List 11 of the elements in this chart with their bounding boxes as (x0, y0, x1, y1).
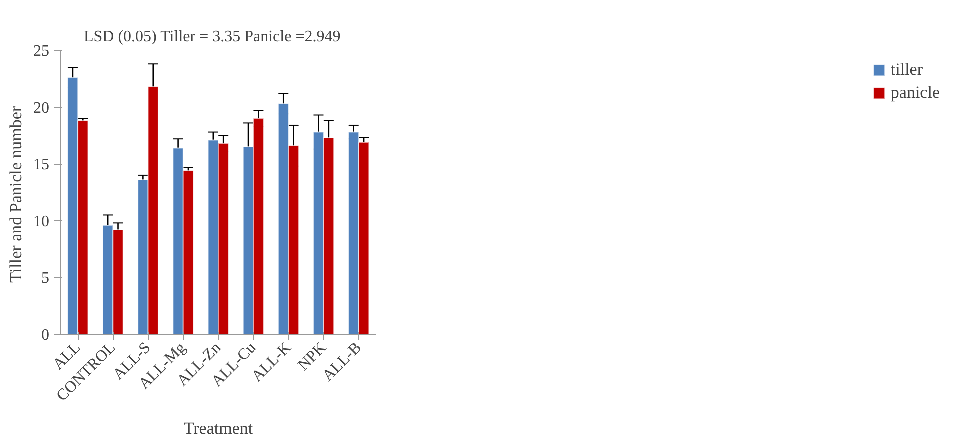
legend-label: panicle (890, 83, 940, 103)
legend-label: tiller (890, 60, 924, 80)
y-tick-label: 10 (34, 213, 50, 230)
x-axis-title: Treatment (184, 418, 254, 438)
y-tick-label: 0 (42, 327, 50, 344)
y-tick-label: 15 (34, 156, 50, 174)
y-tick-label: 5 (42, 270, 50, 288)
y-axis-title: Tiller and Panicle number (6, 106, 26, 283)
y-tick-label: 25 (34, 43, 50, 60)
y-tick-label: 20 (34, 100, 50, 117)
chart-title: LSD (0.05) Tiller = 3.35 Panicle =2.949 (84, 28, 341, 46)
